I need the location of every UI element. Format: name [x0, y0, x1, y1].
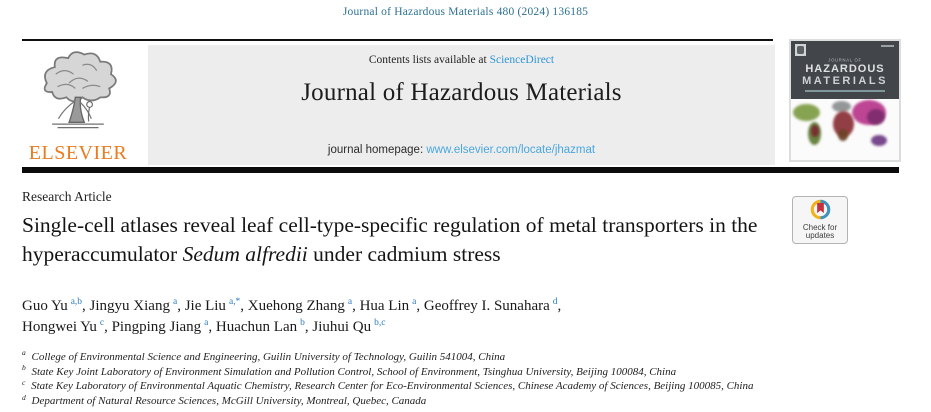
cover-world-map	[791, 99, 899, 160]
elsevier-wordmark: ELSEVIER	[28, 142, 128, 164]
cover-titles: JOURNAL OF HAZARDOUS MATERIALS	[791, 58, 899, 93]
contents-prefix: Contents lists available at	[368, 54, 490, 66]
affiliation-list: a College of Environmental Science and E…	[22, 348, 907, 409]
affiliation-line: c State Key Laboratory of Environmental …	[22, 377, 754, 393]
homepage-link[interactable]: www.elsevier.com/locate/jhazmat	[426, 144, 596, 156]
top-rule	[22, 39, 773, 41]
homepage-prefix: journal homepage:	[327, 144, 427, 156]
title-text: Single-cell atlases reveal leaf cell-typ…	[22, 213, 758, 267]
article-type-label: Research Article	[22, 189, 112, 204]
affiliation-line: d Department of Natural Resource Science…	[22, 392, 427, 408]
author: Xuehong Zhang a	[247, 297, 353, 314]
author: Hongwei Yu c	[22, 318, 105, 336]
cover-journal-of: JOURNAL OF	[828, 58, 862, 64]
author: Jie Liu a,*	[184, 297, 241, 314]
homepage-line: journal homepage: www.elsevier.com/locat…	[148, 144, 775, 156]
cover-elsevier-mark-icon	[795, 44, 806, 56]
check-for-updates-button[interactable]: Check for updates	[792, 196, 848, 244]
cover-title-line2: MATERIALS	[802, 74, 888, 87]
cover-subtitle-microtext	[805, 90, 885, 93]
elsevier-tree-icon	[43, 51, 117, 129]
sciencedirect-link[interactable]: ScienceDirect	[489, 54, 555, 66]
running-head-citation: Journal of Hazardous Materials 480 (2024…	[342, 6, 589, 18]
author: Geoffrey I. Sunahara d	[423, 297, 558, 314]
masthead-box: Contents lists available at ScienceDirec…	[148, 45, 775, 165]
cover-issn-text	[881, 45, 894, 47]
article-title: Single-cell atlases reveal leaf cell-typ…	[22, 211, 788, 269]
section-divider-bar	[22, 167, 899, 173]
author: Guo Yu a,b	[22, 297, 83, 314]
journal-title: Journal of Hazardous Materials	[301, 79, 622, 106]
crossmark-icon	[810, 199, 830, 220]
cover-header: JOURNAL OF HAZARDOUS MATERIALS	[791, 41, 899, 99]
elsevier-logo[interactable]: ELSEVIER	[22, 45, 134, 165]
author: Hua Lin a	[359, 297, 417, 314]
author-list: Guo Yu a,b, Jingyu Xiang a, Jie Liu a,*, Xu…	[22, 297, 562, 336]
author: Huachun Lan b	[215, 318, 305, 336]
cover-title-line1: HAZARDOUS	[805, 63, 885, 75]
author: Jingyu Xiang a	[89, 297, 178, 314]
affiliation-line: a College of Environmental Science and E…	[22, 348, 506, 363]
crossmark-label-line2: updates	[805, 230, 835, 240]
author: Pingping Jiang a	[111, 318, 209, 336]
title-text-end: under cadmium stress	[307, 242, 501, 267]
journal-cover: JOURNAL OF HAZARDOUS MATERIALS	[791, 41, 899, 160]
affiliation-line: b State Key Joint Laboratory of Environm…	[22, 363, 677, 378]
contents-line: Contents lists available at ScienceDirec…	[148, 45, 775, 66]
title-species-italic: Sedum alfredii	[182, 242, 308, 267]
author: Jiuhui Qu b,c	[312, 318, 386, 336]
journal-cover-thumbnail[interactable]: JOURNAL OF HAZARDOUS MATERIALS	[789, 39, 901, 162]
crossmark-label-line1: Check for	[802, 223, 838, 232]
